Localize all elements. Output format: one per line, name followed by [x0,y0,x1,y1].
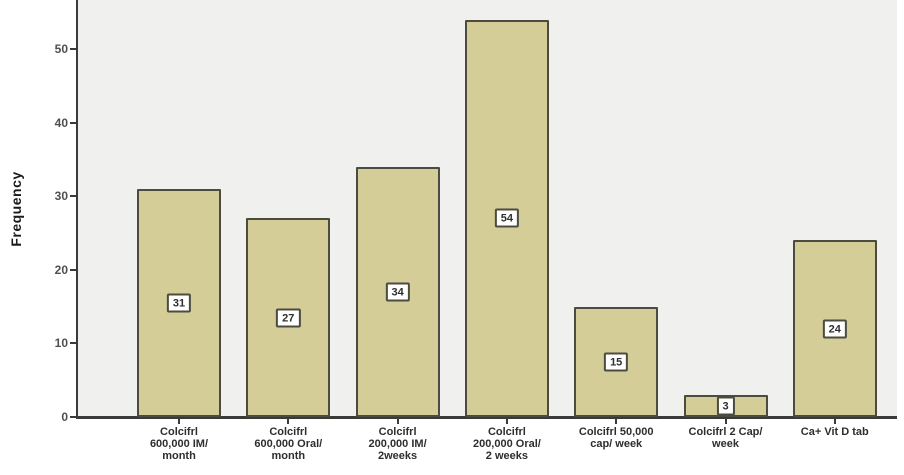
x-axis-category-label-line: 2weeks [378,450,418,462]
x-axis-category-label: Colcifrl 50,000 cap/ week [562,426,671,450]
x-axis-category-label-line: 2 weeks [485,450,528,462]
y-axis-tick-mark [70,342,76,345]
y-axis-tick-label: 40 [54,115,68,130]
x-axis-tick-mark [505,418,508,424]
x-axis-category-label-line: Colcifrl 2 Cap/ [688,426,763,438]
x-axis-line [76,416,897,419]
x-axis-category-label-line: month [162,450,196,462]
y-axis-tick-label: 50 [54,42,68,57]
x-axis-tick-mark [615,418,618,424]
x-axis-category-label: Colcifrl 600,000 Oral/month [234,426,343,462]
x-axis-tick-mark [833,418,836,424]
bar-value-label: 54 [494,208,520,228]
x-axis-category-label-line: week [712,438,739,450]
y-axis-tick-mark [70,268,76,271]
y-axis-tick-label: 10 [54,336,68,351]
bar-value-label: 34 [385,282,410,302]
x-axis-category-label-line: Colcifrl 50,000 [578,426,654,438]
x-axis-category-label-line: month [271,450,306,462]
bar-value-label: 3 [716,396,735,416]
y-axis-tick-label: 30 [54,189,68,204]
y-axis-tick-mark [70,121,76,124]
x-axis-category-label-line: 200,000 IM/ [368,438,427,450]
x-axis-category-label: Colcifrl 200,000 Oral/2 weeks [452,426,561,462]
x-axis-tick-mark [287,418,290,424]
x-axis-category-label-line: Colcifrl [487,426,526,438]
bar-value-label: 27 [276,308,301,328]
y-axis-tick-mark [70,195,76,198]
y-axis-tick-label: 20 [54,262,68,277]
x-axis-category-label-line: 600,000 Oral/ [254,438,323,450]
bar-value-label: 15 [604,352,629,372]
x-axis-category-label-line: Colcifrl [378,426,417,438]
x-axis-category-label-line: Colcifrl [269,426,308,438]
y-axis-tick-mark [70,416,76,418]
x-axis-category-label: Ca+ Vit D tab [780,426,889,438]
bar [574,306,659,417]
x-axis-category-label: Colcifrl 200,000 IM/2weeks [343,426,452,462]
bar-value-label: 31 [166,293,192,313]
y-axis-title: Frequency [8,171,24,247]
bar-value-label: 24 [822,319,847,339]
y-axis-tick-mark [70,48,76,51]
y-axis-tick-label: 0 [61,410,68,424]
x-axis-tick-mark [178,418,180,424]
x-axis-category-label-line: 600,000 IM/ [149,438,209,450]
x-axis-category-label: Colcifrl 2 Cap/week [671,426,780,450]
x-axis-tick-mark [396,418,399,424]
x-axis-category-label: Colcifrl 600,000 IM/month [124,426,233,462]
y-axis-line [76,0,78,417]
x-axis-category-label-line: cap/ week [590,438,643,450]
x-axis-category-label-line: Colcifrl [160,426,198,438]
x-axis-tick-mark [724,418,727,424]
x-axis-category-label-line: 200,000 Oral/ [472,438,541,450]
x-axis-category-label-line: Ca+ Vit D tab [800,426,869,438]
